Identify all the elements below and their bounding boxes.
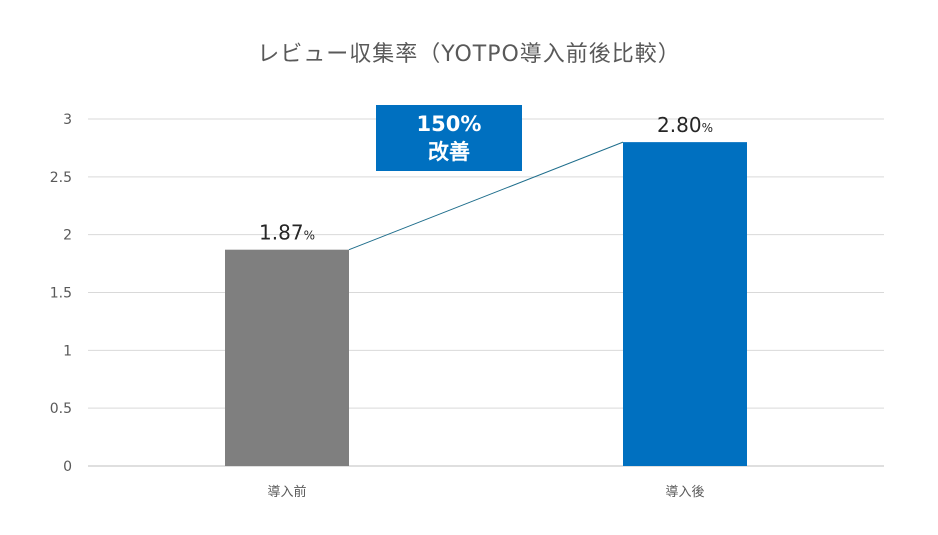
improvement-label: 改善	[428, 140, 470, 164]
x-category-label: 導入後	[665, 485, 704, 500]
bar-after	[623, 142, 747, 466]
data-label-value: 1.87	[259, 221, 304, 245]
y-tick-label: 1	[63, 343, 72, 359]
chart-title: レビュー収集率（YOTPO導入前後比較）	[257, 42, 681, 67]
y-tick-label: 0	[63, 459, 72, 475]
bar-before	[225, 249, 349, 466]
connector-line	[348, 141, 624, 251]
improvement-badge: 150% 改善	[376, 105, 522, 171]
x-category-label: 導入前	[267, 484, 306, 500]
y-tick-label: 1.5	[50, 286, 72, 302]
data-label-value: 2.80	[657, 113, 702, 137]
improvement-percent: 150%	[416, 112, 482, 136]
data-label: 1.87%	[259, 221, 315, 245]
y-tick-label: 0.5	[50, 401, 72, 417]
y-tick-label: 2	[63, 228, 72, 244]
data-label: 2.80%	[657, 113, 713, 137]
data-label-unit: %	[702, 121, 713, 135]
y-tick-label: 3	[63, 112, 72, 128]
y-tick-label: 2.5	[50, 170, 72, 186]
data-label-unit: %	[304, 229, 315, 243]
